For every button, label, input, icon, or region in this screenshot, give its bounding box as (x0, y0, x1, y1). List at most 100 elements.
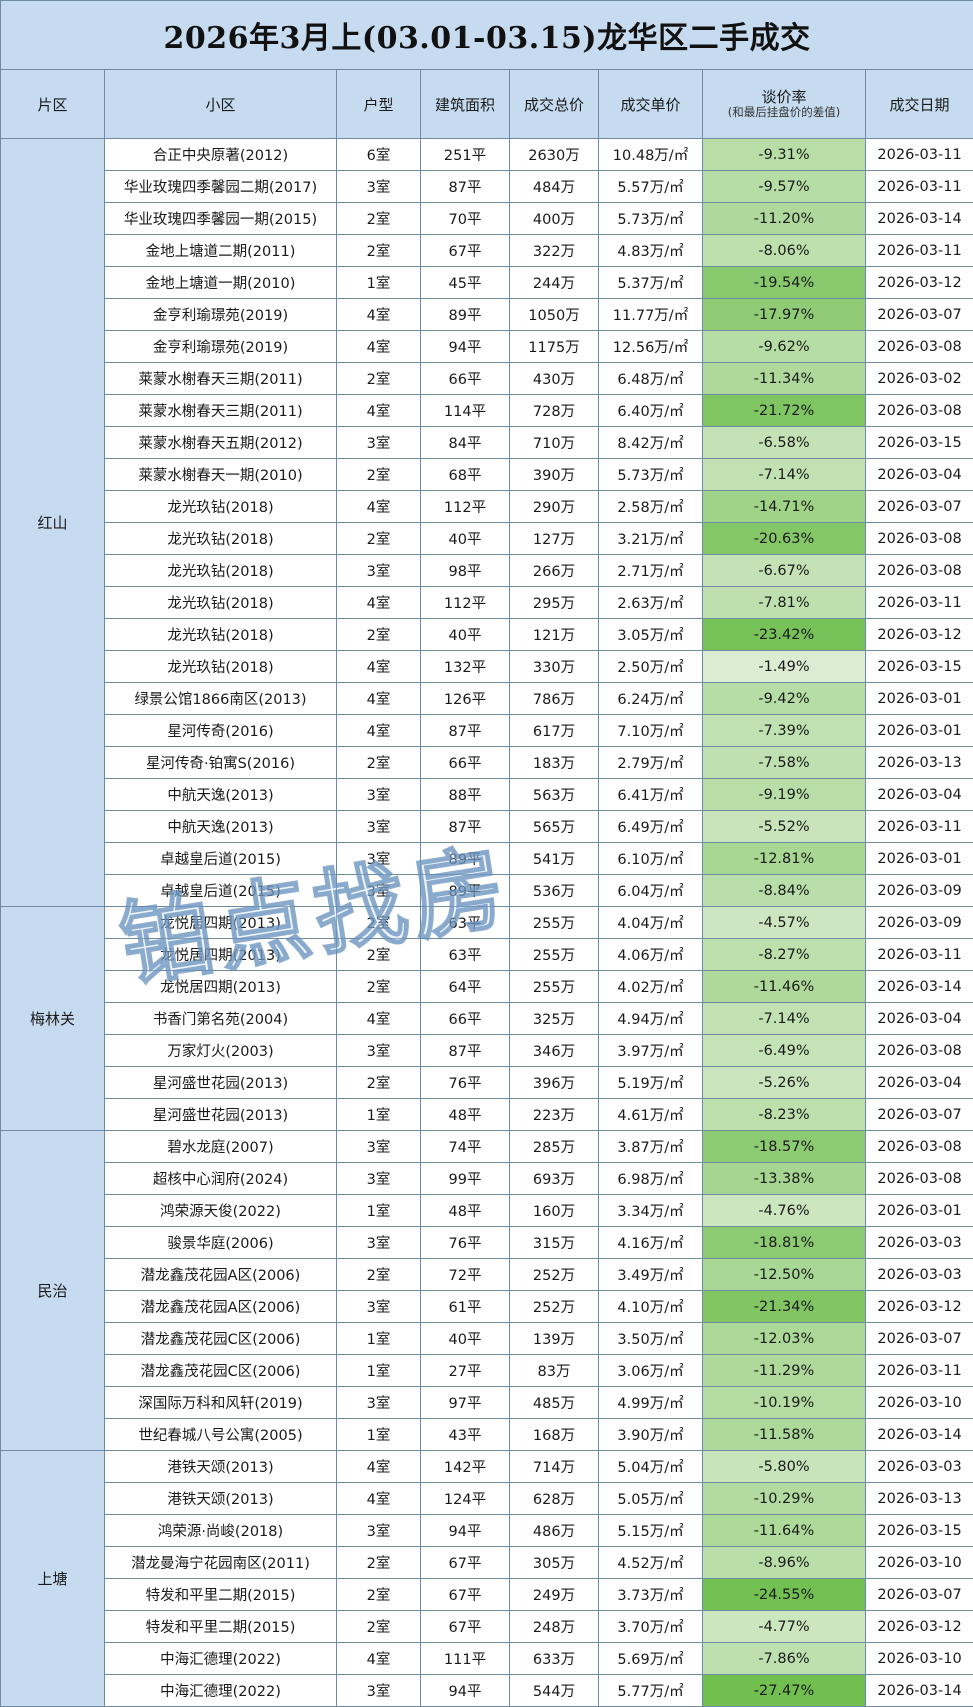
header-area: 建筑面积 (420, 69, 510, 139)
total-price-cell: 121万 (509, 618, 599, 651)
negotiation-rate-cell: -8.06% (702, 234, 866, 267)
total-price-cell: 2630万 (509, 138, 599, 171)
total-price-cell: 255万 (509, 970, 599, 1003)
area-cell: 89平 (420, 874, 510, 907)
table-row: 华业玫瑰四季馨园二期(2017) 3室 87平 484万 5.57万/㎡ -9.57% 20… (1, 170, 973, 203)
area-cell: 132平 (420, 650, 510, 683)
area-cell: 94平 (420, 1514, 510, 1547)
date-cell: 2026-03-10 (864, 1386, 973, 1419)
area-cell: 142平 (420, 1450, 510, 1483)
area-cell: 61平 (420, 1290, 510, 1323)
unit-price-cell: 5.37万/㎡ (598, 266, 703, 299)
community-cell: 龙光玖钻(2018) (104, 586, 337, 619)
community-cell: 潜龙鑫茂花园A区(2006) (104, 1290, 337, 1323)
date-cell: 2026-03-14 (864, 970, 973, 1003)
date-cell: 2026-03-07 (864, 1322, 973, 1355)
negotiation-rate-cell: -9.19% (702, 778, 866, 811)
table-row: 金亨利瑜璟苑(2019) 4室 94平 1175万 12.56万/㎡ -9.62% 2026… (1, 330, 973, 363)
negotiation-rate-cell: -11.58% (702, 1418, 866, 1451)
unit-price-cell: 6.49万/㎡ (598, 810, 703, 843)
date-cell: 2026-03-13 (864, 1482, 973, 1515)
community-cell: 中海汇德理(2022) (104, 1674, 337, 1707)
table-row: 龙光玖钻(2018) 2室 40平 121万 3.05万/㎡ -23.42% 2026-03… (1, 618, 973, 651)
table-row: 万家灯火(2003) 3室 87平 346万 3.97万/㎡ -6.49% 2026-03-… (1, 1034, 973, 1067)
area-cell: 94平 (420, 1674, 510, 1707)
unit-price-cell: 4.94万/㎡ (598, 1002, 703, 1035)
negotiation-rate-cell: -9.31% (702, 138, 866, 171)
negotiation-rate-cell: -9.57% (702, 170, 866, 203)
layout-cell: 3室 (336, 1130, 421, 1163)
unit-price-cell: 3.70万/㎡ (598, 1610, 703, 1643)
unit-price-cell: 4.52万/㎡ (598, 1546, 703, 1579)
negotiation-rate-cell: -11.46% (702, 970, 866, 1003)
negotiation-rate-cell: -23.42% (702, 618, 866, 651)
table-row: 中航天逸(2013) 3室 88平 563万 6.41万/㎡ -9.19% 2026-03-… (1, 778, 973, 811)
layout-cell: 2室 (336, 618, 421, 651)
total-price-cell: 1175万 (509, 330, 599, 363)
date-cell: 2026-03-11 (864, 138, 973, 171)
header-layout: 户型 (336, 69, 421, 139)
area-cell: 251平 (420, 138, 510, 171)
table-row: 深国际万科和风轩(2019) 3室 97平 485万 4.99万/㎡ -10.19% 202… (1, 1386, 973, 1419)
table-row: 金地上塘道一期(2010) 1室 45平 244万 5.37万/㎡ -19.54% 2026… (1, 266, 973, 299)
table-row: 星河传奇(2016) 4室 87平 617万 7.10万/㎡ -7.39% 2026-03-… (1, 714, 973, 747)
negotiation-rate-cell: -18.57% (702, 1130, 866, 1163)
header-total-price: 成交总价 (509, 69, 599, 139)
community-cell: 特发和平里二期(2015) (104, 1578, 337, 1611)
community-cell: 万家灯火(2003) (104, 1034, 337, 1067)
unit-price-cell: 6.41万/㎡ (598, 778, 703, 811)
negotiation-rate-cell: -14.71% (702, 490, 866, 523)
layout-cell: 2室 (336, 1066, 421, 1099)
area-cell: 67平 (420, 1546, 510, 1579)
community-cell: 合正中央原著(2012) (104, 138, 337, 171)
table-row: 上塘 港铁天颂(2013) 4室 142平 714万 5.04万/㎡ -5.80% 2026-… (0, 1450, 973, 1707)
unit-price-cell: 5.04万/㎡ (598, 1450, 703, 1483)
negotiation-rate-cell: -6.67% (702, 554, 866, 587)
community-cell: 港铁天颂(2013) (104, 1450, 337, 1483)
area-cell: 88平 (420, 778, 510, 811)
area-cell: 72平 (420, 1258, 510, 1291)
area-cell: 70平 (420, 202, 510, 235)
unit-price-cell: 3.97万/㎡ (598, 1034, 703, 1067)
layout-cell: 3室 (336, 1034, 421, 1067)
negotiation-rate-cell: -18.81% (702, 1226, 866, 1259)
negotiation-rate-cell: -21.34% (702, 1290, 866, 1323)
area-cell: 124平 (420, 1482, 510, 1515)
total-price-cell: 330万 (509, 650, 599, 683)
date-cell: 2026-03-02 (864, 362, 973, 395)
community-cell: 龙悦居四期(2013) (104, 938, 337, 971)
negotiation-rate-cell: -12.03% (702, 1322, 866, 1355)
community-cell: 潜龙鑫茂花园C区(2006) (104, 1354, 337, 1387)
table-row: 潜龙鑫茂花园A区(2006) 2室 72平 252万 3.49万/㎡ -12.50% 202… (1, 1258, 973, 1291)
date-cell: 2026-03-08 (864, 330, 973, 363)
community-cell: 卓越皇后道(2015) (104, 874, 337, 907)
layout-cell: 2室 (336, 746, 421, 779)
date-cell: 2026-03-11 (864, 586, 973, 619)
area-cell: 87平 (420, 170, 510, 203)
unit-price-cell: 4.61万/㎡ (598, 1098, 703, 1131)
total-price-cell: 285万 (509, 1130, 599, 1163)
layout-cell: 2室 (336, 1546, 421, 1579)
date-cell: 2026-03-12 (864, 1610, 973, 1643)
total-price-cell: 139万 (509, 1322, 599, 1355)
unit-price-cell: 3.34万/㎡ (598, 1194, 703, 1227)
unit-price-cell: 4.04万/㎡ (598, 906, 703, 939)
unit-price-cell: 3.05万/㎡ (598, 618, 703, 651)
table-row: 星河盛世花园(2013) 2室 76平 396万 5.19万/㎡ -5.26% 2026-0… (1, 1066, 973, 1099)
layout-cell: 2室 (336, 1610, 421, 1643)
community-cell: 深国际万科和风轩(2019) (104, 1386, 337, 1419)
table-row: 龙光玖钻(2018) 2室 40平 127万 3.21万/㎡ -20.63% 2026-03… (1, 522, 973, 555)
table-row: 红山 合正中央原著(2012) 6室 251平 2630万 10.48万/㎡ -9.31% 2… (0, 138, 973, 907)
negotiation-rate-cell: -8.27% (702, 938, 866, 971)
layout-cell: 1室 (336, 266, 421, 299)
date-cell: 2026-03-15 (864, 1514, 973, 1547)
total-price-cell: 244万 (509, 266, 599, 299)
layout-cell: 6室 (336, 138, 421, 171)
negotiation-rate-cell: -6.58% (702, 426, 866, 459)
total-price-cell: 714万 (509, 1450, 599, 1483)
date-cell: 2026-03-03 (864, 1258, 973, 1291)
negotiation-rate-cell: -8.23% (702, 1098, 866, 1131)
total-price-cell: 786万 (509, 682, 599, 715)
unit-price-cell: 4.06万/㎡ (598, 938, 703, 971)
negotiation-rate-cell: -9.42% (702, 682, 866, 715)
